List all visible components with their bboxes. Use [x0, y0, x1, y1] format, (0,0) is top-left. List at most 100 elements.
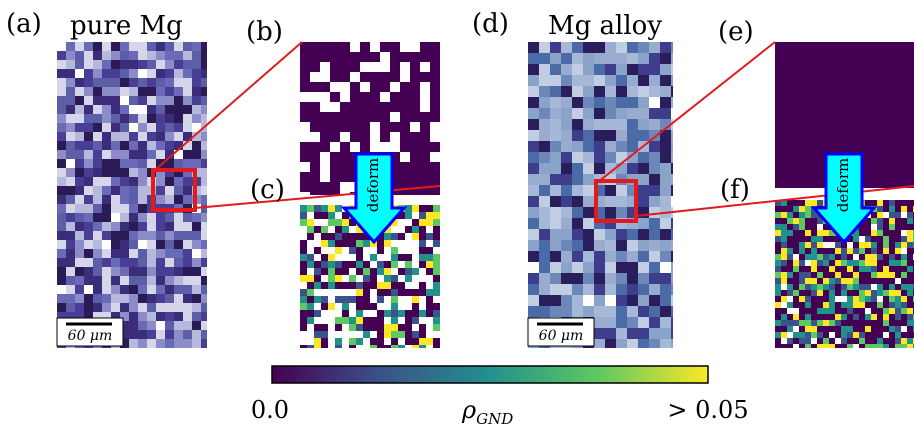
grain	[805, 302, 811, 308]
grain	[671, 163, 673, 174]
grain	[93, 186, 102, 195]
grain	[405, 345, 412, 348]
grain	[901, 212, 907, 218]
grain	[572, 174, 583, 185]
grain	[349, 226, 356, 233]
grain	[84, 186, 93, 195]
grain	[340, 102, 350, 112]
grain	[156, 276, 165, 285]
grain	[314, 261, 321, 268]
grain	[823, 260, 829, 266]
grain	[75, 258, 84, 267]
grain	[328, 310, 335, 317]
grain	[384, 282, 391, 289]
grain	[793, 200, 799, 206]
grain	[391, 338, 398, 345]
grain	[835, 278, 841, 284]
grain	[391, 261, 398, 268]
grain	[430, 52, 440, 62]
grain	[84, 204, 93, 213]
grain	[638, 163, 649, 174]
grain	[192, 96, 201, 105]
grain	[799, 236, 805, 242]
grain	[75, 195, 84, 204]
grain	[405, 317, 412, 324]
grain	[328, 303, 335, 310]
grain	[57, 132, 66, 141]
grain	[865, 344, 871, 348]
grain	[412, 226, 419, 233]
grain	[349, 310, 356, 317]
grain	[321, 289, 328, 296]
grain	[66, 51, 75, 60]
grain	[321, 261, 328, 268]
grain	[847, 302, 853, 308]
grain	[156, 330, 165, 339]
grain	[129, 69, 138, 78]
grain	[627, 130, 638, 141]
grain	[539, 284, 550, 295]
grain	[129, 87, 138, 96]
grain	[799, 206, 805, 212]
grain	[363, 254, 370, 261]
grain	[649, 328, 660, 339]
grain	[817, 200, 823, 206]
grain	[342, 331, 349, 338]
grain	[350, 72, 360, 82]
grain	[889, 308, 895, 314]
grain	[426, 205, 433, 212]
grain	[426, 226, 433, 233]
grain	[84, 159, 93, 168]
grain	[300, 240, 307, 247]
grain	[380, 132, 390, 142]
grain	[356, 254, 363, 261]
arrow-label: deform	[364, 158, 382, 212]
grain	[120, 87, 129, 96]
grain	[895, 278, 901, 284]
grain	[835, 332, 841, 338]
grain	[57, 258, 66, 267]
grain	[342, 324, 349, 331]
grain	[817, 272, 823, 278]
grain	[320, 132, 330, 142]
grain	[799, 248, 805, 254]
grain	[901, 224, 907, 230]
grain	[320, 142, 330, 152]
grain	[859, 230, 865, 236]
grain	[829, 290, 835, 296]
grain	[410, 162, 420, 172]
grain	[300, 275, 307, 282]
grain	[138, 267, 147, 276]
grain	[528, 64, 539, 75]
grain	[865, 296, 871, 302]
grain	[57, 303, 66, 312]
grain	[901, 254, 907, 260]
grain	[572, 163, 583, 174]
grain	[84, 114, 93, 123]
grain	[799, 218, 805, 224]
grain	[174, 186, 183, 195]
grain	[370, 324, 377, 331]
grain	[120, 303, 129, 312]
grain	[120, 150, 129, 159]
grain	[426, 233, 433, 240]
grain	[907, 236, 913, 242]
grain	[335, 275, 342, 282]
grain	[400, 92, 410, 102]
grain	[321, 233, 328, 240]
grain	[75, 285, 84, 294]
grain	[853, 284, 859, 290]
grain	[426, 261, 433, 268]
grain	[895, 212, 901, 218]
grain	[835, 320, 841, 326]
grain	[405, 303, 412, 310]
grain	[335, 261, 342, 268]
grain	[811, 290, 817, 296]
grain	[907, 200, 913, 206]
grain	[419, 296, 426, 303]
grain	[605, 251, 616, 262]
grain	[93, 123, 102, 132]
grain	[356, 296, 363, 303]
grain	[93, 78, 102, 87]
grain	[781, 278, 787, 284]
